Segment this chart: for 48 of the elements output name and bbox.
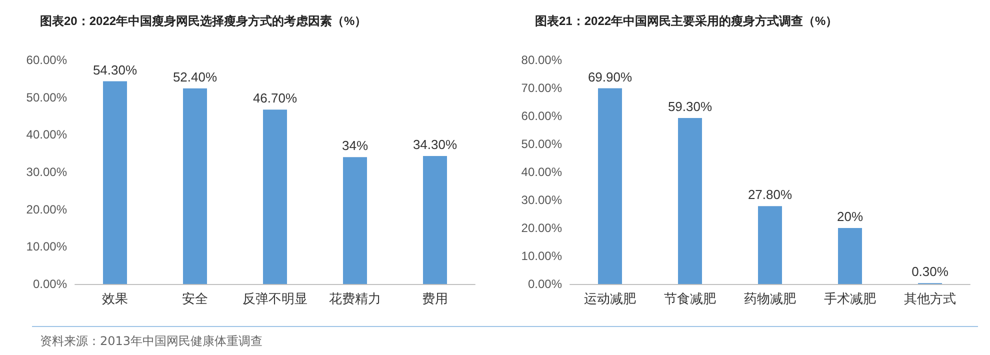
y-tick-label: 10.00% <box>26 240 68 254</box>
y-tick-label: 40.00% <box>26 128 68 142</box>
bar <box>423 156 447 284</box>
x-tick-label: 手术减肥 <box>824 291 876 306</box>
data-label: 52.40% <box>172 69 218 84</box>
data-label: 54.30% <box>92 62 138 78</box>
text: 资料来源：2013年中国网民健康体重调查 <box>40 333 263 350</box>
y-tick-label: 30.00% <box>521 193 562 207</box>
x-tick-label: 花费精力 <box>329 291 381 306</box>
data-label: 34% <box>342 138 368 154</box>
data-label: 46.70% <box>252 90 298 106</box>
y-tick-label: 0.00% <box>32 277 68 291</box>
y-tick-label: 60.00% <box>26 53 68 67</box>
y-tick-label: 30.00% <box>26 165 68 179</box>
bar <box>343 157 367 284</box>
chart-title: 图表20：2022年中国瘦身网民选择瘦身方式的考虑因素（%） <box>40 14 367 28</box>
bar <box>758 206 782 284</box>
bar <box>263 110 287 284</box>
data-label: 69.90% <box>588 69 632 84</box>
x-tick-label: 效果 <box>102 291 128 306</box>
bar <box>183 88 207 284</box>
y-tick-label: 50.00% <box>26 90 68 104</box>
x-tick-label: 费用 <box>422 291 448 306</box>
y-tick-label: 80.00% <box>521 53 562 67</box>
data-label: 59.30% <box>668 98 712 114</box>
data-label: 27.80% <box>748 187 792 202</box>
y-tick-label: 50.00% <box>521 137 562 151</box>
x-tick-label: 运动减肥 <box>584 291 636 306</box>
y-tick-label: 70.00% <box>521 81 562 95</box>
x-tick-label: 安全 <box>182 291 208 306</box>
y-tick-label: 40.00% <box>521 165 562 179</box>
x-tick-label: 反弹不明显 <box>242 291 308 306</box>
data-label: 34.30% <box>412 136 458 152</box>
x-tick-label: 节食减肥 <box>664 291 716 306</box>
bar <box>103 81 127 284</box>
data-label: 20% <box>836 209 864 224</box>
data-label: 0.30% <box>912 264 949 280</box>
y-tick-label: 60.00% <box>521 109 562 123</box>
bar <box>598 88 622 284</box>
y-tick-label: 0.00% <box>528 277 562 291</box>
y-tick-label: 20.00% <box>521 221 562 235</box>
bar <box>838 228 862 284</box>
y-tick-label: 10.00% <box>521 249 562 263</box>
chart-title: 图表21：2022年中国网民主要采用的瘦身方式调查（%） <box>535 14 838 28</box>
x-tick-label: 药物减肥 <box>744 291 796 306</box>
bar <box>678 118 702 284</box>
x-tick-label: 其他方式 <box>904 291 956 306</box>
y-tick-label: 20.00% <box>26 202 68 216</box>
